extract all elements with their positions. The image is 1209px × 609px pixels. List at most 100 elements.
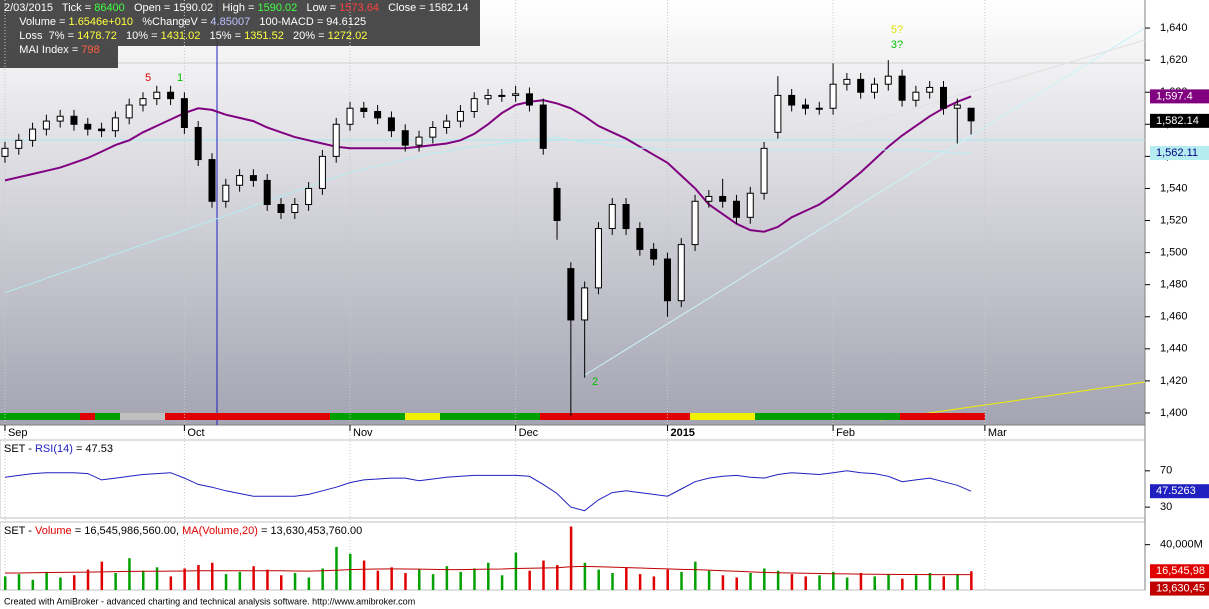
volume-bar [141,570,145,590]
volume-bar [418,569,421,590]
candle-body [870,83,878,93]
candle-body [622,203,630,230]
volume-bar [845,577,849,590]
volume-bar [914,575,918,590]
candle-body [15,139,23,149]
volume-bar [735,577,738,590]
y-tick-label: 1,620 [1160,54,1188,66]
volume-bar [169,576,173,590]
ma-line [4,136,972,294]
y-tick-label: 1,420 [1160,375,1188,387]
x-tick-label: Dec [519,427,539,439]
candle-body [691,200,699,246]
candle-body [84,123,92,130]
volume-bar [349,553,352,590]
candle-body [277,203,285,213]
candle-body [167,91,175,100]
candle-body [732,200,740,218]
candle-body [967,107,975,122]
ma-line [4,470,972,512]
title-part: MAI Index = [4,44,81,56]
y-tick-label: 1,540 [1160,182,1188,194]
volume-bar [17,574,21,590]
panel-title: Loss 7% = 1478.72 10% = 1431.02 15% = 13… [4,30,367,42]
title-part: Volume [35,525,72,537]
title-part: MA(Volume,20) [182,525,258,537]
volume-bar [942,576,945,590]
title-part: 1.6546e+010 [69,16,134,28]
candle-body [884,75,892,85]
volume-panel [0,521,1146,591]
candle-body [139,98,147,106]
candle-body [760,147,768,194]
volume-bar [210,562,214,590]
volume-bar [404,573,407,590]
volume-bar [335,546,338,590]
x-tick-label: Oct [187,427,204,439]
candle-body [360,107,368,112]
panel-title: 2/03/2015 Tick = 86400 Open = 1590.02 Hi… [4,2,469,14]
volume-bar [45,571,48,590]
x-tick-label: Sep [8,427,28,439]
candle-body [208,159,216,202]
volume-bar [638,574,642,590]
volume-bar [583,562,587,590]
volume-bar [321,568,324,590]
value-badge [1150,113,1209,128]
candle-body [788,94,796,106]
volume-bar [224,574,228,590]
title-part: RSI(14) [35,443,73,455]
volume-bar [280,575,283,590]
title-part: 4.85007 [210,16,250,28]
rsi-panel [0,439,1146,519]
volume-bar [500,575,504,590]
y-tick-label: 1,500 [1160,247,1188,259]
candle-body [636,228,644,250]
volume-bar [625,567,628,590]
y-tick-label: 1,460 [1160,311,1188,323]
title-part: 1351.52 [244,30,284,42]
candle-body [650,248,658,260]
y-tick-label: 1,480 [1160,279,1188,291]
value-badge [1150,484,1209,499]
title-part: 1590.02 [258,2,298,14]
candle-body [939,86,947,109]
candle-body [291,203,299,213]
candle-body [912,91,920,101]
annotation: 5? [891,24,903,36]
title-part: 1478.72 [77,30,117,42]
value-badge [1150,564,1209,579]
candle-body [401,130,409,146]
volume-bar [3,576,7,590]
candle-body [263,179,271,205]
candle-body [829,83,837,109]
title-part: 20% = [284,30,328,42]
candle-body [581,287,589,321]
title-part: 1573.64 [339,2,379,14]
title-part: 1431.02 [161,30,201,42]
panel-title: MAI Index = 798 [4,44,100,56]
x-tick-label: Nov [353,427,373,439]
candle-body [705,195,713,202]
volume-bar [597,569,600,590]
candle-body [608,203,616,230]
trend-line [584,27,1146,376]
candle-body [111,117,119,132]
volume-bar [31,579,35,590]
volume-bar [763,568,766,590]
volume-bar [832,571,835,590]
volume-bar [514,552,518,590]
value-badge-label: 1,597.4 [1156,90,1193,102]
candle-body [525,93,533,106]
volume-bar [776,570,780,590]
candle-body [470,98,478,112]
panel-title: SET - RSI(14) = 47.53 [4,443,113,455]
y-tick-label: 1,520 [1160,214,1188,226]
candle-body [857,78,865,93]
volume-bar [390,567,393,590]
title-part: Close = 1582.14 [379,2,469,14]
candle-body [153,91,161,100]
candle-body [443,120,451,129]
candle-body [305,187,313,205]
candle-body [249,175,257,181]
